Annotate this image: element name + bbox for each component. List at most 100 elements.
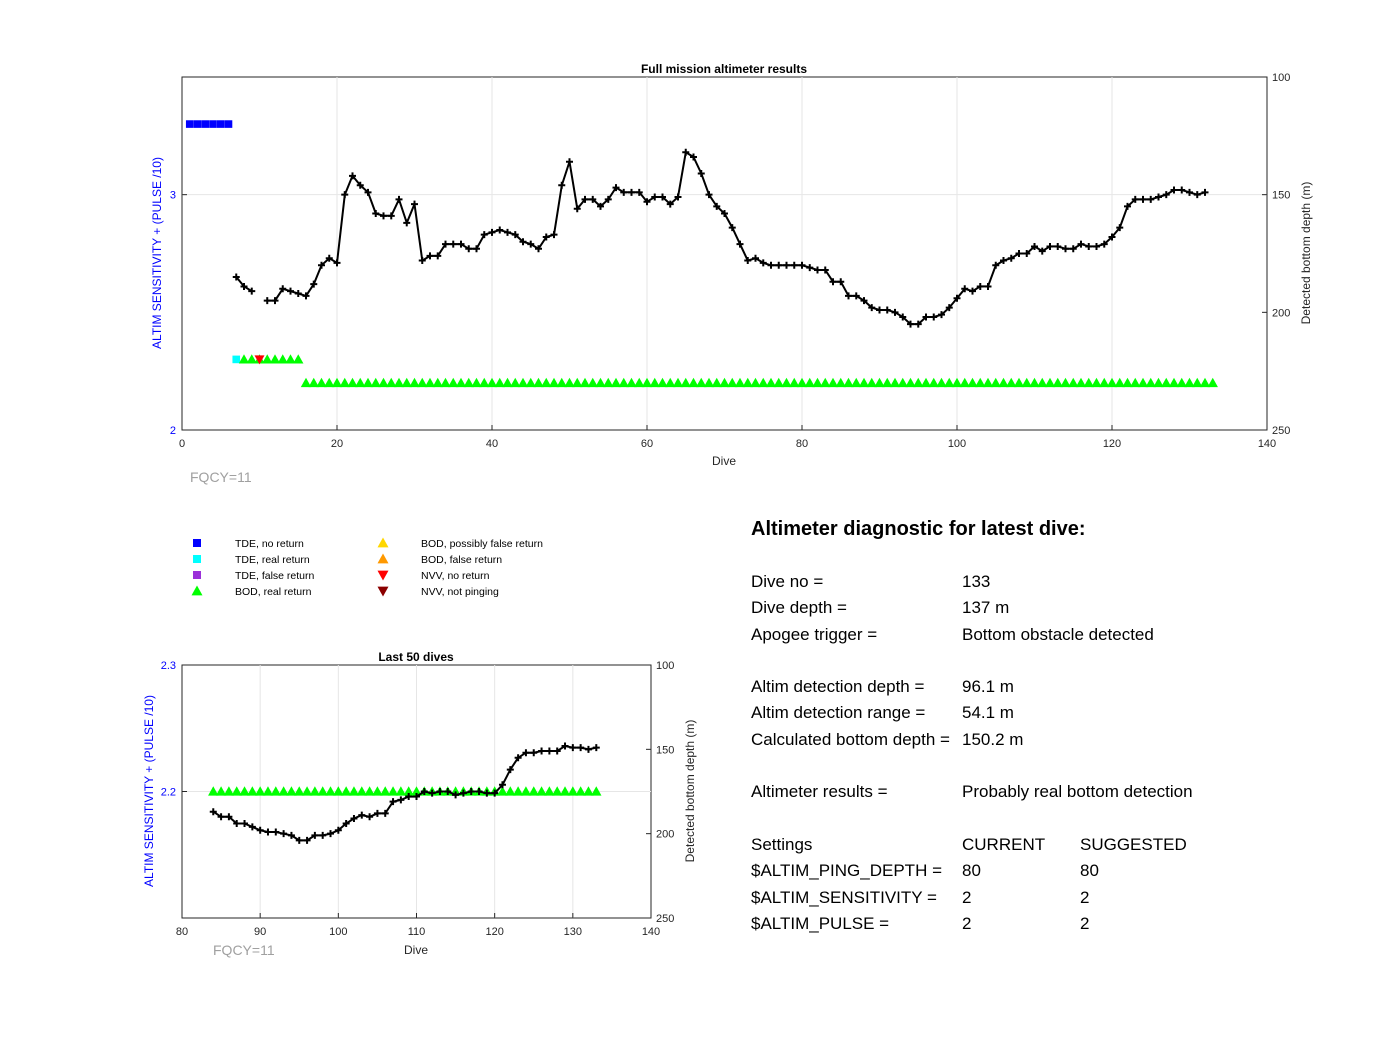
sensitivity-row: $ALTIM_SENSITIVITY = 2 2 bbox=[751, 885, 1371, 911]
bottom-depth-point bbox=[1201, 188, 1209, 196]
bottom-depth-point bbox=[403, 219, 411, 227]
y2-tick-label: 250 bbox=[656, 913, 674, 925]
bottom-depth-point bbox=[1023, 250, 1031, 257]
bottom-depth-point bbox=[899, 313, 907, 321]
settings-marker-triangle-up bbox=[564, 377, 575, 388]
dive-no-label: Dive no = bbox=[751, 572, 824, 591]
legend-label: NVV, not pinging bbox=[421, 586, 499, 598]
bottom-depth-point bbox=[334, 826, 342, 834]
settings-marker-triangle-up bbox=[510, 377, 521, 388]
settings-marker-triangle-up bbox=[1114, 377, 1125, 388]
bottom-depth-point bbox=[922, 313, 930, 321]
bottom-ticks: 80 90 100 110 120 130 140 2.2 2.3 100 150 200 250 bbox=[161, 660, 675, 938]
results-value: Probably real bottom detection bbox=[962, 782, 1193, 802]
settings-marker-square bbox=[193, 120, 202, 128]
bottom-depth-point bbox=[233, 820, 241, 828]
bottom-depth-point bbox=[1000, 257, 1007, 265]
settings-marker-triangle-up bbox=[1013, 377, 1025, 388]
bottom-depth-point bbox=[389, 798, 397, 806]
y2-tick-label: 150 bbox=[1272, 190, 1290, 202]
bottom-depth-point bbox=[449, 240, 457, 248]
x-tick-label: 90 bbox=[254, 926, 266, 938]
bottom-depth-point bbox=[530, 749, 538, 757]
bottom-depth-point bbox=[1124, 202, 1131, 210]
y-tick-label: 2 bbox=[170, 425, 176, 437]
bottom-depth-point bbox=[592, 744, 600, 752]
settings-marker-triangle-up bbox=[595, 377, 606, 388]
top-plot-area bbox=[181, 76, 1268, 431]
settings-marker-triangle-up bbox=[680, 377, 691, 388]
settings-marker-triangle-up bbox=[386, 377, 397, 388]
bottom-depth-point bbox=[545, 747, 553, 755]
settings-marker-triangle-up bbox=[688, 377, 699, 388]
bottom-depth-point bbox=[319, 831, 327, 839]
dive-no-row: Dive no = 133 bbox=[751, 569, 1371, 595]
detect-depth-value: 96.1 m bbox=[962, 677, 1014, 697]
settings-marker-triangle-up bbox=[959, 377, 970, 388]
settings-marker-triangle-up bbox=[796, 377, 808, 388]
bottom-depth-point bbox=[380, 212, 387, 220]
settings-marker-triangle-up bbox=[804, 377, 815, 388]
settings-marker-triangle-up bbox=[494, 377, 505, 388]
settings-marker-triangle-up bbox=[262, 354, 273, 364]
pulse-label: $ALTIM_PULSE = bbox=[751, 913, 890, 933]
x-tick-label: 140 bbox=[642, 926, 660, 938]
settings-marker-triangle-up bbox=[1060, 377, 1071, 388]
bottom-depth-point bbox=[1069, 245, 1077, 253]
bottom-depth-point bbox=[736, 240, 744, 248]
bottom-depth-point bbox=[620, 188, 628, 196]
legend-marker-triangle-up bbox=[191, 585, 203, 596]
settings-marker-triangle-up bbox=[575, 786, 586, 796]
bottom-chart: 80 90 100 110 120 130 140 2.2 2.3 100 150 200 250 La… bbox=[142, 650, 697, 958]
bottom-depth-point bbox=[1108, 233, 1116, 241]
bottom-depth-point bbox=[387, 212, 395, 220]
settings-marker-triangle-up bbox=[1153, 377, 1164, 388]
settings-marker-triangle-up bbox=[308, 377, 319, 388]
bottom-depth-point bbox=[442, 240, 449, 248]
bottom-depth-point bbox=[876, 306, 883, 314]
settings-marker-triangle-up bbox=[448, 377, 459, 388]
bottom-depth-point bbox=[581, 195, 589, 203]
settings-marker-triangle-up bbox=[517, 377, 529, 388]
settings-marker-triangle-up bbox=[294, 786, 305, 796]
bottom-depth-point bbox=[635, 188, 643, 196]
x-tick-label: 120 bbox=[485, 926, 503, 938]
legend-label: TDE, no return bbox=[235, 538, 304, 550]
bottom-depth-point bbox=[436, 788, 444, 795]
bottom-depth-point bbox=[752, 254, 759, 262]
bottom-depth-point bbox=[713, 202, 721, 210]
settings-marker-triangle-up bbox=[1021, 377, 1032, 388]
bottom-y-axis-label: ALTIM SENSITIVITY + (PULSE /10) bbox=[142, 695, 156, 887]
bottom-depth-point bbox=[628, 188, 635, 196]
bottom-depth-point bbox=[364, 188, 372, 196]
ping-depth-label: $ALTIM_PING_DEPTH = bbox=[751, 861, 942, 881]
top-chart-title: Full mission altimeter results bbox=[641, 62, 807, 76]
diagnostic-heading: Altimeter diagnostic for latest dive: bbox=[751, 518, 1086, 540]
settings-marker-triangle-up bbox=[634, 377, 645, 388]
bottom-depth-point bbox=[356, 181, 364, 189]
settings-marker-triangle-up bbox=[820, 377, 831, 388]
bottom-depth-point bbox=[483, 789, 491, 797]
settings-marker-triangle-up bbox=[1068, 377, 1079, 388]
settings-marker-triangle-up bbox=[1091, 377, 1102, 388]
settings-marker-triangle-up bbox=[364, 786, 375, 796]
x-tick-label: 130 bbox=[564, 926, 582, 938]
settings-marker-triangle-up bbox=[944, 377, 955, 388]
settings-marker-triangle-up bbox=[657, 377, 668, 388]
settings-marker-triangle-up bbox=[223, 786, 235, 796]
settings-marker-triangle-up bbox=[874, 377, 885, 388]
bottom-depth-point bbox=[327, 830, 335, 838]
bottom-depth-point bbox=[1162, 191, 1170, 199]
bottom-depth-point bbox=[287, 831, 295, 839]
settings-marker-triangle-up bbox=[951, 377, 963, 388]
settings-marker-triangle-up bbox=[286, 786, 297, 796]
bottom-depth-point bbox=[1155, 193, 1162, 201]
bottom-depth-point bbox=[821, 266, 829, 274]
settings-marker-triangle-up bbox=[325, 786, 336, 796]
settings-marker-square bbox=[185, 120, 194, 128]
top-ticks: 0 20 40 60 80 100 120 140 2 3 100 150 200 250 bbox=[170, 72, 1290, 450]
bottom-depth-point bbox=[1085, 242, 1093, 250]
pulse-row: $ALTIM_PULSE = 2 2 bbox=[751, 911, 1371, 937]
bottom-depth-point bbox=[553, 747, 561, 755]
bottom-x-axis-label: Dive bbox=[404, 943, 428, 957]
